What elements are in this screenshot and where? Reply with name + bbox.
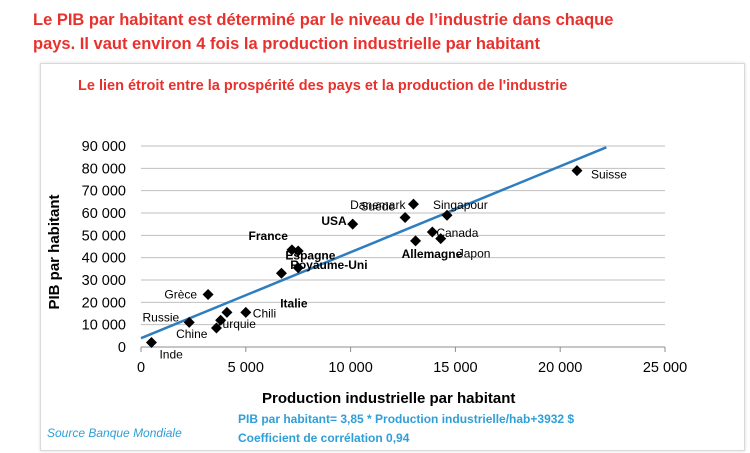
point-label: Chine [176,327,208,341]
x-axis-label: Production industrielle par habitant [262,390,515,407]
point-label: Suisse [591,168,627,182]
source-annotation: Source Banque Mondiale [47,426,182,440]
data-point-marker [215,314,227,326]
trendline [140,146,607,340]
x-tick-labels: 0 5 000 10 000 15 000 20 000 25 000 [137,360,687,376]
point-label: Singapour [433,198,488,212]
data-point-marker [292,245,304,257]
x-tick-label: 10 000 [328,360,372,376]
data-point-marker [275,267,287,279]
y-tick-label: 30 000 [82,273,126,289]
equation-annotation: PIB par habitant= 3,85 * Production indu… [238,412,574,426]
point-label: Russie [143,310,180,324]
data-points [145,165,583,349]
x-tick-label: 15 000 [433,360,477,376]
data-point-marker [407,198,419,210]
y-tick-label: 50 000 [82,228,126,244]
y-tick-label: 40 000 [82,251,126,267]
point-label: Allemagne [402,247,463,261]
point-label: Royaume-Uni [290,258,367,272]
y-axis-label: PIB par habitant [46,194,63,309]
point-label: Turquie [216,317,257,331]
data-point-marker [441,209,453,221]
gridlines [141,145,665,326]
y-tick-label: 0 [118,340,126,356]
data-point-marker [426,226,438,238]
point-label: Chili [253,306,276,320]
y-tick-labels: 0 10 000 20 000 30 000 40 000 50 000 60 000 70 … [82,139,126,356]
point-label: Japon [458,247,491,261]
data-point-marker [210,322,222,334]
x-tick-label: 0 [137,360,145,376]
correlation-annotation: Coefficient de corrélation 0,94 [238,431,410,445]
point-label: Italie [280,297,308,311]
data-point-marker [571,165,583,177]
point-label: France [249,229,289,243]
point-label: Inde [159,348,183,362]
trendline-group [140,146,607,340]
y-tick-label: 90 000 [82,139,126,155]
y-tick-label: 10 000 [82,318,126,334]
point-label: Danemark [350,198,406,212]
headline: Le PIB par habitant est déterminé par le… [33,8,733,56]
data-point-marker [347,218,359,230]
headline-line-2: pays. Il vaut environ 4 fois la producti… [33,35,541,53]
data-point-marker [240,306,252,318]
y-tick-label: 80 000 [82,161,126,177]
data-point-marker [292,262,304,274]
point-label: Grèce [164,288,197,302]
point-label: Canada [436,226,478,240]
x-tick-label: 20 000 [538,360,582,376]
headline-line-1: Le PIB par habitant est déterminé par le… [33,11,614,29]
point-label: Espagne [285,248,335,262]
chart-title: Le lien étroit entre la prospérité des p… [78,78,567,94]
data-point-marker [202,289,214,301]
data-point-marker [183,316,195,328]
data-point-marker [221,306,233,318]
point-label: Suède [360,199,395,213]
y-tick-label: 70 000 [82,184,126,200]
axes [140,346,666,352]
y-tick-label: 20 000 [82,295,126,311]
y-tick-label: 60 000 [82,206,126,222]
x-tick-label: 5 000 [228,360,264,376]
data-point-marker [145,337,157,349]
chart-panel [40,63,745,451]
data-point-marker [435,233,447,245]
data-point-marker [410,235,422,247]
x-tick-label: 25 000 [643,360,687,376]
point-label: USA [321,214,347,228]
data-point-marker [399,211,411,223]
